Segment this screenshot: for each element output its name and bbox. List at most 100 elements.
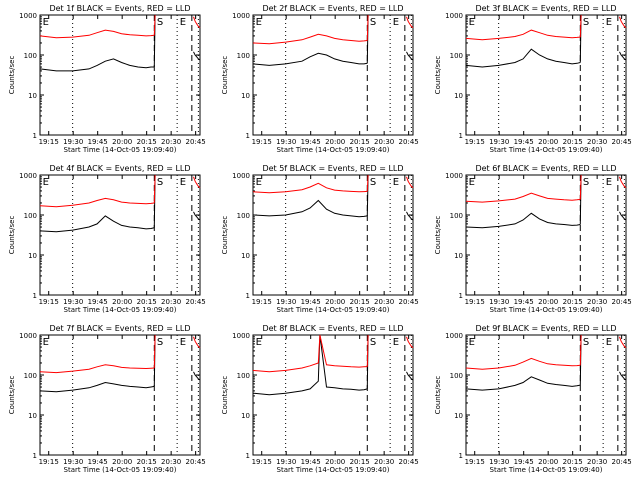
y-axis-label: Counts/sec: [434, 216, 442, 255]
y-tick-label: 1: [459, 132, 463, 140]
y-tick-label: 100: [24, 212, 37, 220]
events-series-line: [252, 52, 368, 66]
lld-series-tail: [406, 336, 414, 349]
x-tick-label: 19:45: [301, 138, 321, 146]
events-series-tail: [193, 51, 201, 61]
x-tick-label: 20:30: [374, 458, 394, 466]
x-axis-label: Start Time (14-Oct-05 19:09:40): [64, 306, 177, 314]
plot-frame: [465, 14, 627, 136]
x-tick-label: 20:45: [399, 298, 419, 306]
detector-panel: Det 2f BLACK = Events, RED = LLD 1 10 100 10…: [221, 4, 419, 154]
x-tick-label: 19:45: [514, 298, 534, 306]
panel-title: Det 6f BLACK = Events, RED = LLD: [475, 164, 616, 173]
plot-frame: [465, 334, 627, 456]
y-tick-label: 10: [28, 412, 37, 420]
x-axis-label: Start Time (14-Oct-05 19:09:40): [490, 146, 603, 154]
y-tick-label: 1000: [19, 172, 37, 180]
x-tick-label: 20:30: [587, 138, 607, 146]
y-tick-label: 1: [33, 132, 37, 140]
detector-panel: Det 4f BLACK = Events, RED = LLD 1 10 100 10…: [8, 164, 206, 314]
lld-series-tail: [619, 16, 627, 29]
x-tick-label: 19:30: [63, 458, 83, 466]
lld-series-line: [39, 364, 155, 374]
events-series-tail: [406, 211, 414, 221]
x-tick-label: 19:30: [63, 298, 83, 306]
lld-series-tail: [406, 176, 414, 189]
y-tick-label: 10: [241, 252, 250, 260]
x-tick-label: 20:30: [374, 138, 394, 146]
x-axis-label: Start Time (14-Oct-05 19:09:40): [64, 466, 177, 474]
lld-series-tail: [619, 336, 627, 349]
x-tick-label: 20:15: [350, 138, 370, 146]
y-axis-label: Counts/sec: [434, 56, 442, 95]
event-marker-label: E: [393, 337, 399, 348]
y-tick-label: 1000: [232, 332, 250, 340]
y-tick-label: 1: [459, 452, 463, 460]
y-axis-label: Counts/sec: [8, 216, 16, 255]
panel-title: Det 8f BLACK = Events, RED = LLD: [262, 324, 403, 333]
plot-frame: [39, 14, 201, 136]
x-tick-label: 20:00: [325, 138, 345, 146]
x-tick-label: 20:45: [399, 458, 419, 466]
event-marker-label: E: [606, 337, 612, 348]
events-series-tail: [406, 51, 414, 61]
x-tick-label: 20:45: [612, 138, 632, 146]
events-series-line: [252, 334, 368, 396]
y-axis-label: Counts/sec: [434, 376, 442, 415]
x-axis-label: Start Time (14-Oct-05 19:09:40): [277, 466, 390, 474]
y-tick-label: 1000: [19, 12, 37, 20]
x-tick-label: 19:30: [489, 298, 509, 306]
x-tick-label: 19:45: [88, 138, 108, 146]
x-tick-label: 19:45: [301, 458, 321, 466]
y-tick-label: 1000: [232, 12, 250, 20]
x-tick-label: 19:15: [39, 458, 59, 466]
y-tick-label: 1: [246, 132, 250, 140]
event-marker-label: S: [583, 337, 589, 348]
y-axis-label: Counts/sec: [221, 216, 229, 255]
event-marker-label: S: [370, 337, 376, 348]
x-tick-label: 19:15: [465, 458, 485, 466]
x-tick-label: 20:00: [538, 298, 558, 306]
y-tick-label: 100: [24, 52, 37, 60]
x-axis-label: Start Time (14-Oct-05 19:09:40): [490, 466, 603, 474]
x-tick-label: 20:00: [112, 458, 132, 466]
y-tick-label: 10: [241, 412, 250, 420]
x-tick-label: 20:45: [399, 138, 419, 146]
event-marker-label: E: [43, 337, 49, 348]
x-tick-label: 20:15: [350, 458, 370, 466]
event-marker-label: S: [157, 177, 163, 188]
detector-panel: Det 9f BLACK = Events, RED = LLD 1 10 100 10…: [434, 324, 632, 474]
x-tick-label: 19:45: [514, 458, 534, 466]
y-tick-label: 1: [246, 452, 250, 460]
y-tick-label: 1: [33, 452, 37, 460]
x-axis-label: Start Time (14-Oct-05 19:09:40): [277, 146, 390, 154]
x-tick-label: 19:30: [276, 458, 296, 466]
x-tick-label: 20:45: [612, 298, 632, 306]
x-tick-label: 20:15: [563, 138, 583, 146]
lld-rise: [579, 14, 582, 38]
x-tick-label: 20:00: [538, 138, 558, 146]
event-marker-label: S: [583, 17, 589, 28]
x-tick-label: 19:15: [252, 458, 272, 466]
detector-panel: Det 7f BLACK = Events, RED = LLD 1 10 100 10…: [8, 324, 206, 474]
lld-series-line: [465, 357, 581, 370]
x-tick-label: 19:15: [39, 298, 59, 306]
lld-rise: [153, 334, 156, 368]
panel-title: Det 7f BLACK = Events, RED = LLD: [49, 324, 190, 333]
y-tick-label: 1000: [445, 12, 463, 20]
x-tick-label: 19:30: [489, 138, 509, 146]
detector-panel: Det 8f BLACK = Events, RED = LLD 1 10 100 10…: [221, 324, 419, 474]
plot-frame: [252, 334, 414, 456]
event-marker-label: E: [469, 17, 475, 28]
events-series-tail: [619, 371, 627, 381]
x-tick-label: 20:00: [538, 458, 558, 466]
y-tick-label: 1000: [445, 332, 463, 340]
x-tick-label: 19:15: [465, 138, 485, 146]
y-tick-label: 1: [246, 292, 250, 300]
events-series-line: [39, 58, 155, 72]
panel-title: Det 9f BLACK = Events, RED = LLD: [475, 324, 616, 333]
x-tick-label: 20:30: [587, 458, 607, 466]
lld-series-line: [465, 192, 581, 203]
events-series-line: [39, 215, 155, 233]
event-marker-label: S: [370, 17, 376, 28]
